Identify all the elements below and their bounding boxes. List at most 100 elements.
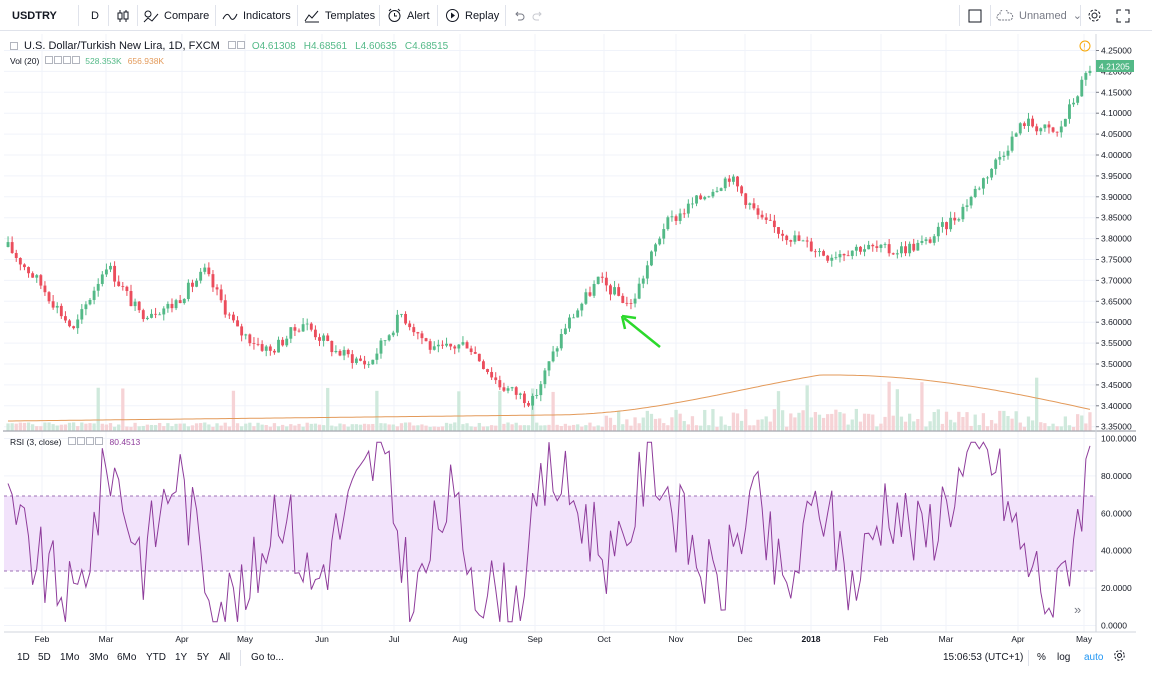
volume-bar <box>686 424 690 431</box>
range-6mo[interactable]: 6Mo <box>117 652 137 663</box>
redo-button[interactable] <box>532 0 544 31</box>
candle-body <box>215 287 219 290</box>
price-tick-label: 4.25000 <box>1101 46 1132 56</box>
time-axis[interactable]: Feb Mar Apr May Jun Jul Aug Sep Oct Nov Dec 2018 Feb… <box>35 634 1093 644</box>
symbol-search[interactable]: USDTRY <box>12 0 57 31</box>
candle-body <box>63 316 67 321</box>
volume-bar <box>260 424 264 431</box>
volume-bar <box>256 422 260 431</box>
settings-button[interactable] <box>1087 0 1102 31</box>
volume-bar <box>727 425 731 431</box>
candle-body <box>813 251 817 253</box>
undo-button[interactable] <box>513 0 525 31</box>
candle-body <box>568 317 571 329</box>
candle-body <box>928 239 932 243</box>
green-arrow-annotation[interactable] <box>620 314 661 348</box>
candle-body <box>531 395 535 406</box>
candle-body <box>68 320 71 327</box>
fullscreen-button[interactable] <box>1116 0 1130 31</box>
chart-style-button[interactable] <box>116 0 130 31</box>
candle-body <box>727 178 731 182</box>
time-tick-label: May <box>237 634 254 644</box>
candle-body <box>23 264 26 268</box>
candle-body <box>293 327 297 331</box>
settings-icon[interactable] <box>1113 649 1126 665</box>
rsi-controls[interactable] <box>67 437 104 447</box>
range-all[interactable]: All <box>219 652 231 663</box>
goto-button[interactable]: Go to... <box>251 652 284 663</box>
layout-menu[interactable]: Unnamed ⌄ <box>996 0 1082 31</box>
candle-body <box>695 195 698 204</box>
fullscreen-toggle[interactable] <box>968 0 982 31</box>
volume-bar <box>6 423 10 431</box>
range-1mo[interactable]: 1Mo <box>60 652 80 663</box>
warning-icon[interactable]: ! <box>1079 40 1091 52</box>
candle-body <box>436 344 440 347</box>
volume-bar <box>203 422 207 431</box>
candle-body <box>990 168 994 178</box>
rsi-label: RSI (3, close) <box>10 437 62 447</box>
legend-controls[interactable] <box>227 40 246 52</box>
candle-body <box>1059 126 1063 133</box>
volume-bar <box>383 423 387 431</box>
volume-bar <box>633 417 637 431</box>
candle-body <box>895 253 899 255</box>
candle-body <box>96 283 100 291</box>
volume-bar <box>658 418 662 431</box>
candle-body <box>916 242 920 251</box>
candle-body <box>809 241 813 252</box>
candle-body <box>170 303 174 309</box>
log-toggle[interactable]: log <box>1057 652 1071 663</box>
candle-body <box>748 203 752 205</box>
candle-body <box>285 338 289 346</box>
candle-body <box>772 220 776 228</box>
alert-button[interactable]: Alert <box>387 0 430 31</box>
volume-bar <box>248 422 252 431</box>
rsi-axis[interactable]: 100.0000 80.0000 60.0000 40.0000 20.0000 0.00… <box>1101 434 1137 631</box>
candle-body <box>670 216 674 218</box>
price-axis[interactable]: 4.250004.200004.150004.100004.050004.000… <box>1096 46 1132 432</box>
vol-controls[interactable] <box>45 56 81 66</box>
clock: 15:06:53 (UTC+1) <box>943 652 1024 663</box>
templates-label: Templates <box>325 9 376 22</box>
range-5y[interactable]: 5Y <box>197 652 210 663</box>
interval-button[interactable]: D <box>91 0 99 31</box>
volume-bar <box>465 423 469 431</box>
candle-body <box>584 292 588 304</box>
candle-body <box>576 310 580 318</box>
auto-toggle[interactable]: auto <box>1084 652 1104 663</box>
templates-button[interactable]: Templates <box>304 0 375 31</box>
candle-body <box>277 339 280 353</box>
candle-body <box>154 313 158 315</box>
volume-bar <box>502 423 506 431</box>
collapse-icon[interactable] <box>10 42 18 50</box>
candle-body <box>121 286 125 287</box>
replay-button[interactable]: Replay <box>445 0 499 31</box>
range-1d[interactable]: 1D <box>17 652 30 663</box>
candle-body <box>227 314 231 316</box>
volume-bar <box>739 420 744 431</box>
volume-bar <box>55 425 59 431</box>
volume-bar <box>473 426 477 431</box>
volume-bar <box>719 416 723 431</box>
range-ytd[interactable]: YTD <box>146 652 166 663</box>
range-1y[interactable]: 1Y <box>175 652 188 663</box>
volume-bar <box>858 421 863 431</box>
candle-body <box>604 277 608 286</box>
volume-bar <box>104 424 109 431</box>
candle-body <box>494 377 498 381</box>
candle-body <box>469 348 473 353</box>
volume-bar <box>1076 414 1080 431</box>
volume-bar <box>276 426 281 431</box>
indicators-button[interactable]: Indicators <box>222 0 291 31</box>
range-5d[interactable]: 5D <box>38 652 51 663</box>
scroll-right-icon[interactable]: » <box>1074 602 1081 617</box>
range-3mo[interactable]: 3Mo <box>89 652 109 663</box>
candle-body <box>514 387 518 395</box>
volume-bar <box>252 426 256 431</box>
percent-toggle[interactable]: % <box>1037 652 1046 663</box>
volume-bar <box>268 426 272 431</box>
compare-button[interactable]: Compare <box>143 0 209 31</box>
volume-bar <box>1059 426 1063 431</box>
